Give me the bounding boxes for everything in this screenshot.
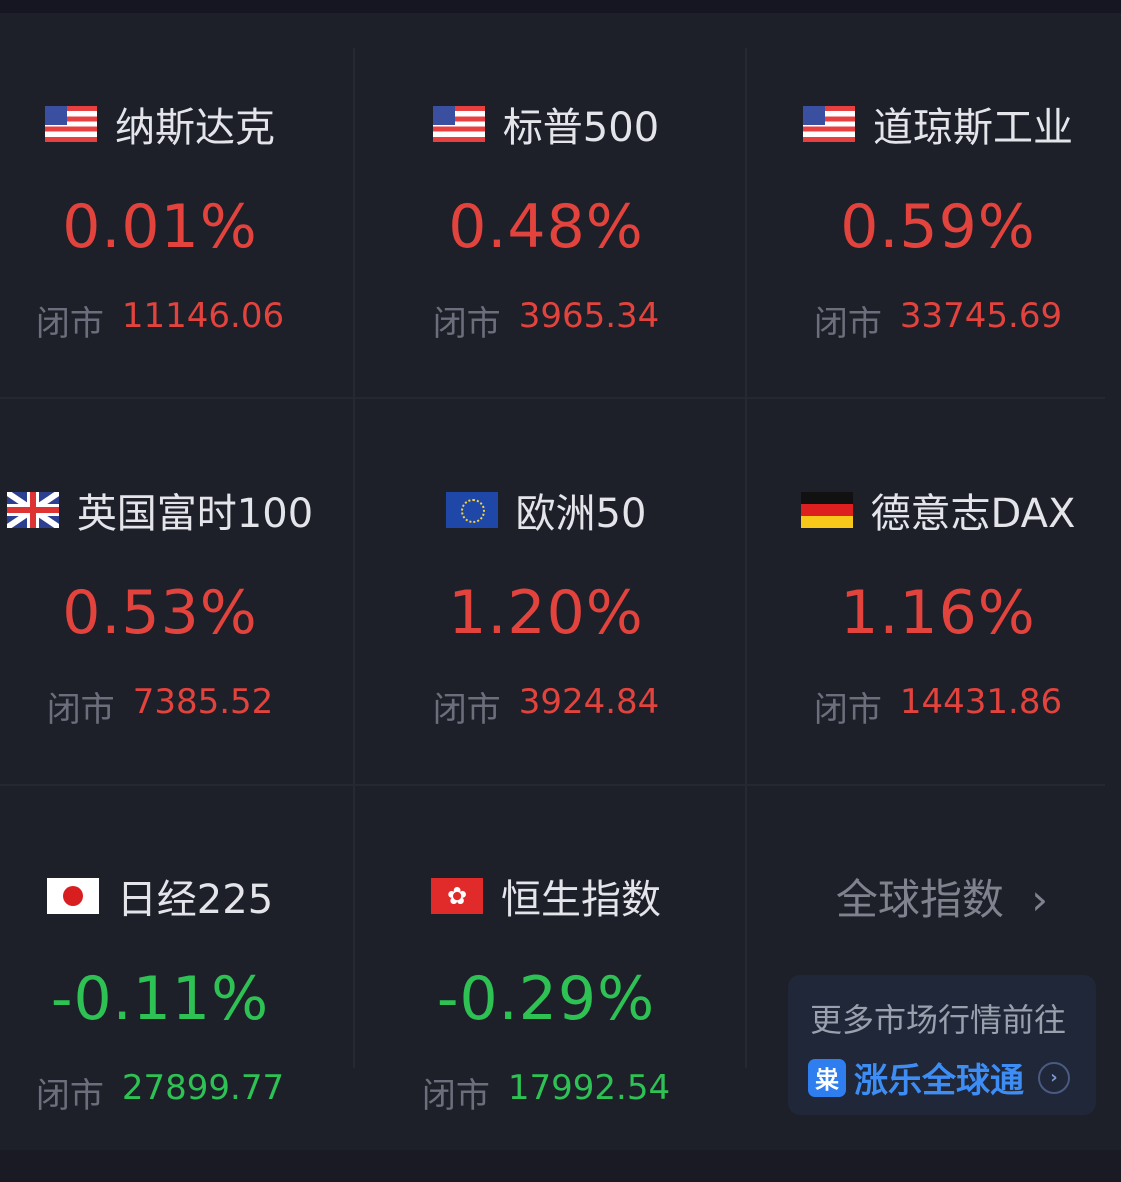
eu-flag-icon — [445, 492, 498, 528]
column-divider — [353, 48, 355, 1068]
index-cell[interactable]: 纳斯达克 0.01% 闭市 11146.06 — [0, 0, 356, 387]
circle-chevron-right-icon: › — [1038, 1061, 1070, 1094]
global-indices-link[interactable]: 全球指数 › — [746, 866, 1121, 927]
close-label: 闭市 — [35, 1076, 104, 1116]
change-percent: 0.59% — [840, 192, 1036, 262]
close-value: 27899.77 — [121, 1068, 285, 1108]
index-cell[interactable]: 欧洲50 1.20% 闭市 3924.84 — [350, 386, 742, 773]
row-divider — [0, 397, 1105, 399]
index-name: 德意志DAX — [870, 491, 1076, 537]
index-cell[interactable]: 日经225 -0.11% 闭市 27899.77 — [0, 772, 356, 1159]
index-name: 欧洲50 — [515, 491, 647, 537]
close-value: 7385.52 — [132, 682, 274, 722]
status-strip — [0, 0, 1121, 13]
uk-flag-icon — [6, 492, 59, 528]
index-name: 恒生指数 — [501, 877, 661, 923]
us-flag-icon — [803, 106, 855, 142]
close-value: 33745.69 — [899, 296, 1063, 336]
close-label: 闭市 — [813, 304, 882, 344]
promo-card[interactable]: 更多市场行情前往 粜 涨乐全球通 › — [788, 975, 1096, 1115]
row-divider — [0, 784, 1105, 786]
index-name: 日经225 — [116, 877, 274, 923]
close-value: 3965.34 — [518, 296, 660, 336]
close-label: 闭市 — [432, 304, 501, 344]
us-flag-icon — [45, 106, 97, 142]
close-value: 14431.86 — [899, 682, 1063, 722]
bottom-strip — [0, 1150, 1121, 1182]
index-name: 纳斯达克 — [115, 105, 275, 151]
change-percent: 0.01% — [62, 192, 258, 262]
us-flag-icon — [432, 106, 485, 142]
de-flag-icon — [800, 492, 853, 528]
change-percent: 0.48% — [448, 192, 644, 262]
app-logo-icon: 粜 — [808, 1058, 846, 1097]
jp-flag-icon — [46, 878, 99, 914]
global-indices-label: 全球指数 — [835, 875, 1004, 924]
chevron-right-icon: › — [1031, 875, 1049, 924]
close-label: 闭市 — [813, 690, 882, 730]
change-percent: 0.53% — [62, 578, 258, 648]
index-cell[interactable]: 道琼斯工业 0.59% 闭市 33745.69 — [742, 0, 1121, 387]
index-cell[interactable]: 标普500 0.48% 闭市 3965.34 — [350, 0, 742, 387]
hk-flag-icon: ✿ — [431, 878, 483, 914]
change-percent: -0.29% — [436, 964, 656, 1034]
index-cell[interactable]: 英国富时100 0.53% 闭市 7385.52 — [0, 386, 356, 773]
index-cell[interactable]: 德意志DAX 1.16% 闭市 14431.86 — [742, 386, 1121, 773]
close-label: 闭市 — [35, 304, 104, 344]
app-name: 涨乐全球通 — [854, 1061, 1024, 1101]
change-percent: -0.11% — [50, 964, 270, 1034]
index-name: 标普500 — [502, 105, 660, 151]
close-label: 闭市 — [46, 690, 115, 730]
close-value: 17992.54 — [507, 1068, 671, 1108]
close-value: 3924.84 — [518, 682, 660, 722]
column-divider — [745, 48, 747, 1068]
close-value: 11146.06 — [121, 296, 285, 336]
change-percent: 1.16% — [840, 578, 1036, 648]
close-label: 闭市 — [421, 1076, 490, 1116]
promo-text: 更多市场行情前往 — [810, 1001, 1067, 1039]
index-name: 英国富时100 — [76, 491, 314, 537]
index-cell[interactable]: ✿ 恒生指数 -0.29% 闭市 17992.54 — [350, 772, 742, 1159]
change-percent: 1.20% — [448, 578, 644, 648]
close-label: 闭市 — [432, 690, 501, 730]
index-name: 道琼斯工业 — [873, 105, 1073, 151]
